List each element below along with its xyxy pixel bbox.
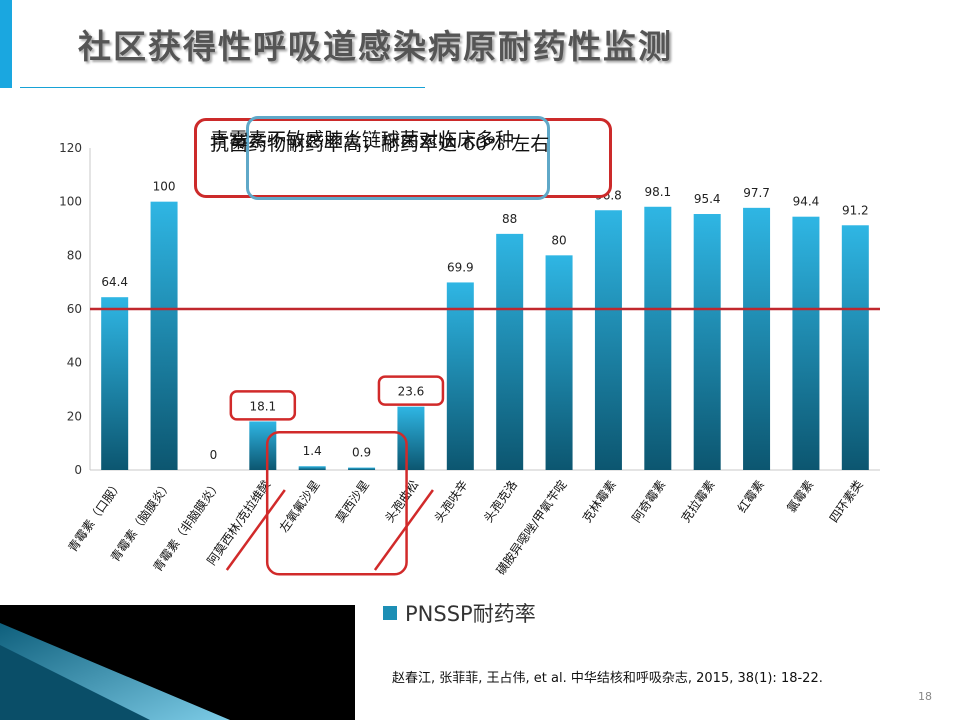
callout-line-1: 青霉素不敏感肺炎链球菌对临床多种 [210, 129, 515, 151]
category-label: 四环素类 [827, 478, 866, 525]
slide-title: 社区获得性呼吸道感染病原耐药性监测 [78, 27, 673, 66]
category-label: 阿奇霉素 [629, 478, 668, 525]
category-label: 头孢呋辛 [432, 478, 471, 525]
category-label: 头孢曲松 [382, 478, 421, 525]
data-label: 91.2 [842, 203, 869, 217]
highlight-box [265, 430, 408, 576]
bar [101, 297, 129, 470]
callout-text: 青霉素不敏感肺炎链球菌对临床多种 抗菌药物耐药率高，耐药率达 60% 左右 [210, 126, 600, 158]
title-accent-bar [0, 0, 12, 88]
bar [743, 207, 771, 471]
callout-line-2: 抗菌药物耐药率高，耐药率达 60% 左右 [210, 133, 550, 155]
data-label: 97.7 [743, 186, 770, 200]
bar [150, 201, 178, 470]
data-label: 100 [153, 180, 176, 194]
bar [397, 406, 425, 470]
category-label: 头孢克洛 [480, 477, 520, 525]
bar [446, 282, 474, 470]
data-label: 69.9 [447, 260, 474, 274]
citation: 赵春江, 张菲菲, 王占伟, et al. 中华结核和呼吸杂志, 2015, 3… [392, 671, 823, 686]
highlight-box [377, 375, 445, 406]
title-underline [20, 87, 425, 88]
data-label: 23.6 [398, 385, 425, 399]
data-label: 1.4 [303, 444, 322, 458]
category-label: 克林霉素 [580, 478, 619, 525]
data-label: 0 [210, 448, 218, 462]
bar [545, 255, 573, 470]
bar [496, 233, 524, 470]
bar [644, 206, 672, 470]
bar [298, 466, 326, 470]
category-label: 克拉霉素 [678, 477, 718, 525]
y-tick-label: 0 [74, 463, 82, 477]
data-label: 80 [551, 233, 566, 247]
bar [841, 225, 869, 470]
y-tick-label: 120 [59, 141, 82, 155]
y-tick-label: 40 [67, 356, 82, 370]
legend-label: PNSSP耐药率 [405, 602, 536, 626]
callout-highlight-frame [246, 116, 550, 200]
category-label: 红霉素 [734, 477, 767, 515]
y-tick-label: 20 [67, 409, 82, 423]
chart-legend: PNSSP耐药率 [383, 598, 536, 628]
data-label: 18.1 [249, 399, 276, 413]
y-tick-label: 100 [59, 195, 82, 209]
bar [693, 214, 721, 470]
y-tick-label: 60 [67, 302, 82, 316]
bar-chart: 02040608010012064.4青霉素（口服）100青霉素（脑膜炎）0青霉… [59, 141, 880, 578]
highlight-box [229, 390, 297, 421]
data-label: 64.4 [101, 275, 128, 289]
y-tick-label: 80 [67, 248, 82, 262]
data-label: 98.1 [644, 185, 671, 199]
data-label: 88 [502, 212, 517, 226]
category-label: 左氧氟沙星 [276, 477, 323, 535]
page-number: 18 [918, 690, 932, 703]
data-label: 0.9 [352, 446, 371, 460]
data-label: 95.4 [694, 192, 721, 206]
callout-box [194, 118, 612, 198]
bar [348, 467, 376, 470]
bar [249, 421, 277, 470]
highlight-strike [225, 489, 286, 571]
slide-decoration [0, 605, 355, 720]
bar [594, 210, 622, 470]
category-label: 氯霉素 [784, 478, 816, 516]
bar [792, 216, 820, 470]
data-label: 94.4 [793, 195, 820, 209]
legend-swatch [383, 606, 397, 620]
highlight-strike [373, 489, 434, 571]
category-label: 莫西沙星 [333, 478, 372, 525]
